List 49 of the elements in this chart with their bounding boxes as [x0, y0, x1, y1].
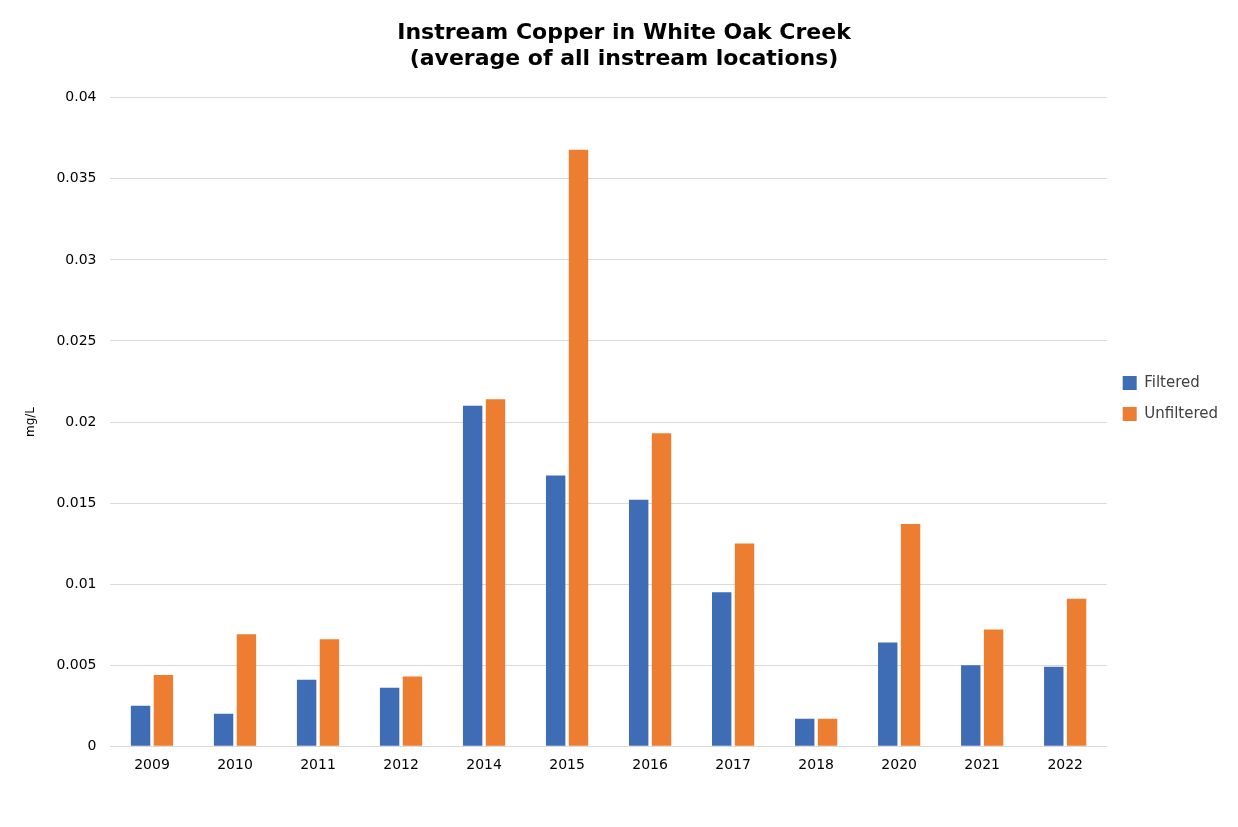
bar — [319, 639, 340, 746]
bar — [795, 718, 815, 746]
x-tick-label: 2012 — [383, 756, 419, 773]
x-tick-label: 2010 — [217, 756, 253, 773]
bar — [734, 543, 755, 746]
bar — [900, 524, 921, 746]
y-tick-label: 0.02 — [65, 412, 97, 429]
bar — [983, 629, 1004, 746]
bar — [485, 399, 506, 746]
x-tick-label: 2009 — [134, 756, 170, 773]
x-tick-label: 2016 — [632, 756, 668, 773]
bar — [1066, 598, 1087, 746]
bar — [130, 705, 151, 746]
bar — [545, 475, 566, 746]
bar — [878, 642, 898, 746]
y-tick-label: 0.04 — [65, 88, 97, 105]
bar — [296, 679, 317, 746]
x-tick-label: 2015 — [549, 756, 585, 773]
y-tick-label: 0.01 — [65, 574, 97, 591]
x-tick-label: 2022 — [1047, 756, 1084, 773]
x-tick-label: 2017 — [715, 756, 751, 773]
y-tick-label: 0 — [87, 736, 97, 753]
bar — [628, 499, 649, 746]
x-tick-label: 2021 — [964, 756, 1000, 773]
y-tick-label: 0.015 — [56, 493, 97, 510]
bar — [817, 718, 838, 746]
bar — [213, 713, 234, 746]
bar — [1044, 666, 1064, 746]
x-tick-label: 2020 — [881, 756, 917, 773]
y-axis-title: mg/L — [23, 406, 38, 438]
bar — [153, 674, 174, 746]
bar — [462, 405, 483, 746]
y-tick-label: 0.03 — [65, 250, 97, 267]
y-tick-label: 0.025 — [56, 331, 97, 348]
bar — [568, 149, 589, 746]
bar — [651, 433, 672, 746]
legend-label: Unfiltered — [1144, 403, 1219, 422]
bar — [379, 687, 400, 746]
y-tick-label: 0.005 — [56, 655, 97, 672]
legend-label: Filtered — [1144, 372, 1200, 391]
x-tick-label: 2014 — [466, 756, 502, 773]
bar — [961, 665, 981, 746]
x-tick-label: 2018 — [798, 756, 834, 773]
bar — [236, 634, 257, 746]
y-tick-label: 0.035 — [56, 169, 97, 186]
chart-title: Instream Copper in White Oak Creek (average of all instream locations) — [397, 18, 853, 71]
bar — [402, 676, 423, 746]
x-tick-label: 2011 — [300, 756, 336, 773]
bar — [712, 592, 732, 746]
